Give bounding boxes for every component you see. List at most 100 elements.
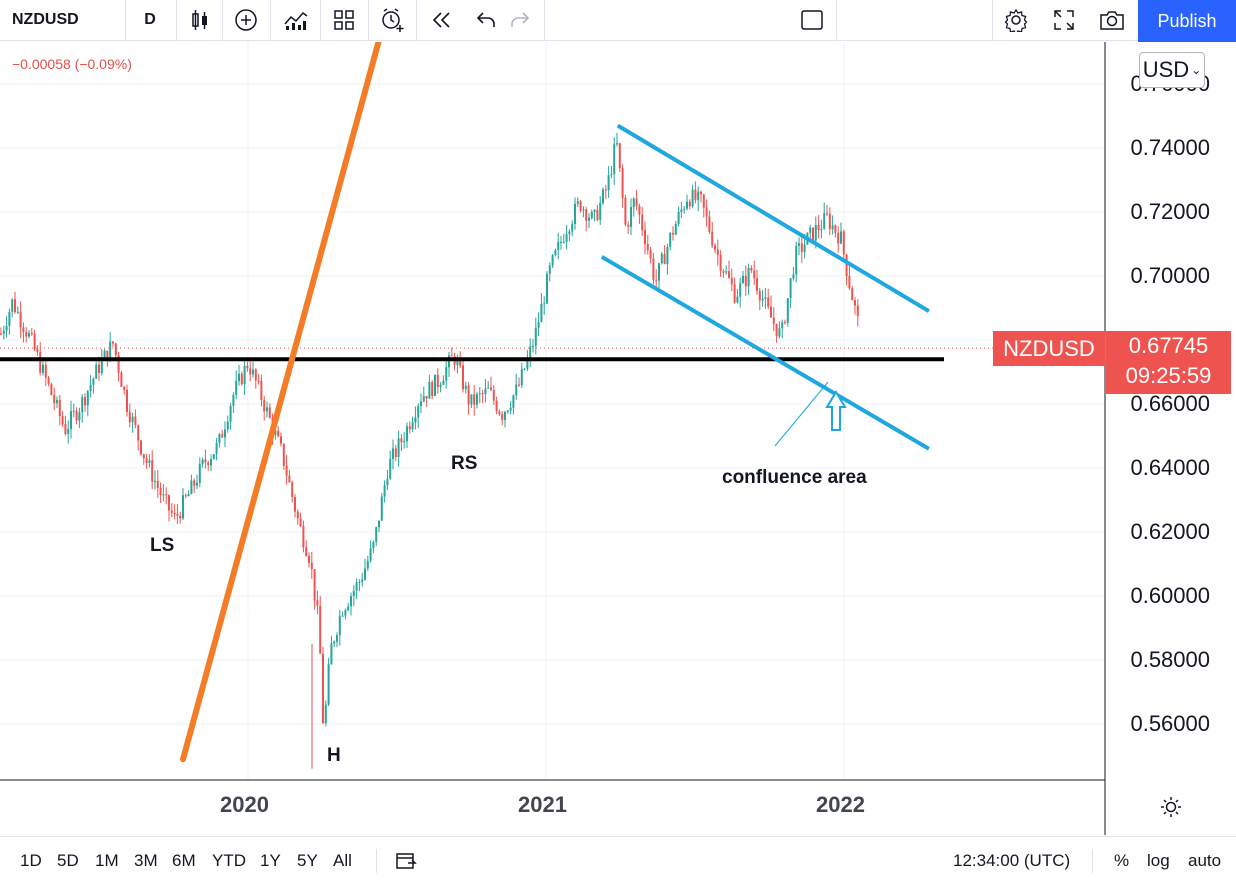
candle xyxy=(392,439,394,470)
candle xyxy=(596,205,599,222)
candle xyxy=(585,206,588,232)
candle xyxy=(142,453,145,465)
currency-selector[interactable]: USD ⌄ xyxy=(1139,52,1205,88)
templates-icon[interactable] xyxy=(324,0,364,40)
candle xyxy=(467,382,470,415)
candle xyxy=(193,478,196,493)
plus-circle-icon[interactable] xyxy=(226,0,266,40)
candle xyxy=(358,579,361,592)
range-5d[interactable]: 5D xyxy=(57,850,79,870)
channel-upper xyxy=(616,123,930,313)
candle xyxy=(840,222,842,245)
candle xyxy=(697,186,700,212)
publish-button[interactable]: Publish xyxy=(1138,0,1236,42)
replay-icon[interactable] xyxy=(422,0,462,40)
alert-icon[interactable] xyxy=(372,0,412,40)
indicators-icon[interactable] xyxy=(276,0,316,40)
candle xyxy=(747,263,750,296)
camera-icon[interactable] xyxy=(1092,0,1132,40)
clock-time[interactable]: 12:34:00 (UTC) xyxy=(953,850,1071,870)
price-chart[interactable] xyxy=(0,42,1236,836)
candle xyxy=(137,424,140,451)
candle xyxy=(207,460,210,471)
auto-toggle[interactable]: auto xyxy=(1188,850,1222,870)
candle xyxy=(464,381,467,394)
candle xyxy=(341,611,344,617)
rectangle-icon[interactable] xyxy=(792,0,832,40)
bottom-toolbar: 1D 5D 1M 3M 6M YTD 1Y 5Y All 12:34:00 (U… xyxy=(0,836,1236,884)
candle xyxy=(837,226,840,253)
candle xyxy=(750,265,753,274)
candle xyxy=(428,374,431,399)
candle xyxy=(226,415,229,433)
candle xyxy=(828,207,831,236)
candle xyxy=(131,412,134,433)
candle xyxy=(753,260,756,285)
bottom-divider xyxy=(1092,849,1093,873)
candle xyxy=(445,359,448,389)
date-range-icon[interactable] xyxy=(395,837,417,884)
candle xyxy=(212,453,215,460)
confluence-label: confluence area xyxy=(722,467,867,488)
candle xyxy=(789,278,792,309)
candle xyxy=(81,394,84,423)
symbol-search[interactable]: NZDUSD xyxy=(12,11,79,28)
candle xyxy=(638,203,641,225)
time-tick-label: 2021 xyxy=(518,792,567,817)
candle xyxy=(744,265,747,297)
candle xyxy=(400,434,403,452)
candle xyxy=(126,384,128,417)
toolbar-divider xyxy=(125,0,126,40)
range-all[interactable]: All xyxy=(333,850,352,870)
head-label: H xyxy=(327,745,341,766)
range-6m[interactable]: 6M xyxy=(172,850,196,870)
interval-button[interactable]: D xyxy=(144,11,156,28)
range-1y[interactable]: 1Y xyxy=(260,850,281,870)
candle xyxy=(798,237,800,256)
fullscreen-icon[interactable] xyxy=(1044,0,1084,40)
bottom-divider xyxy=(376,849,377,873)
candle xyxy=(422,386,425,403)
candle xyxy=(162,484,165,502)
settings-icon[interactable] xyxy=(996,0,1036,40)
range-ytd[interactable]: YTD xyxy=(212,850,246,870)
candle xyxy=(238,364,240,386)
candles-icon[interactable] xyxy=(180,0,220,40)
redo-icon[interactable] xyxy=(500,0,540,40)
candle xyxy=(775,323,778,343)
candle xyxy=(414,406,417,430)
candle xyxy=(156,469,159,498)
candle xyxy=(560,235,562,250)
candle xyxy=(375,526,378,547)
candle xyxy=(588,213,590,229)
candle xyxy=(632,197,635,217)
candle xyxy=(534,317,537,355)
sun-icon[interactable] xyxy=(1160,796,1182,824)
candle xyxy=(604,184,607,200)
candle xyxy=(355,578,358,600)
candle xyxy=(646,234,649,255)
candle xyxy=(817,215,820,239)
candle xyxy=(112,341,114,347)
candle xyxy=(330,635,333,665)
toolbar-divider xyxy=(544,0,545,40)
candle xyxy=(204,449,207,469)
candle xyxy=(478,387,481,404)
candle xyxy=(621,164,624,208)
range-5y[interactable]: 5Y xyxy=(297,850,318,870)
candle xyxy=(316,590,319,615)
candle xyxy=(518,377,520,387)
candle xyxy=(476,391,478,409)
percent-toggle[interactable]: % xyxy=(1114,850,1130,870)
candle xyxy=(95,361,98,380)
candle xyxy=(408,421,411,434)
range-3m[interactable]: 3M xyxy=(134,850,158,870)
range-1m[interactable]: 1M xyxy=(95,850,119,870)
candle xyxy=(123,385,126,395)
range-1d[interactable]: 1D xyxy=(20,850,42,870)
candle xyxy=(378,520,380,533)
candles-series xyxy=(0,132,859,769)
log-toggle[interactable]: log xyxy=(1147,850,1170,870)
undo-icon[interactable] xyxy=(466,0,506,40)
candle xyxy=(557,232,560,260)
